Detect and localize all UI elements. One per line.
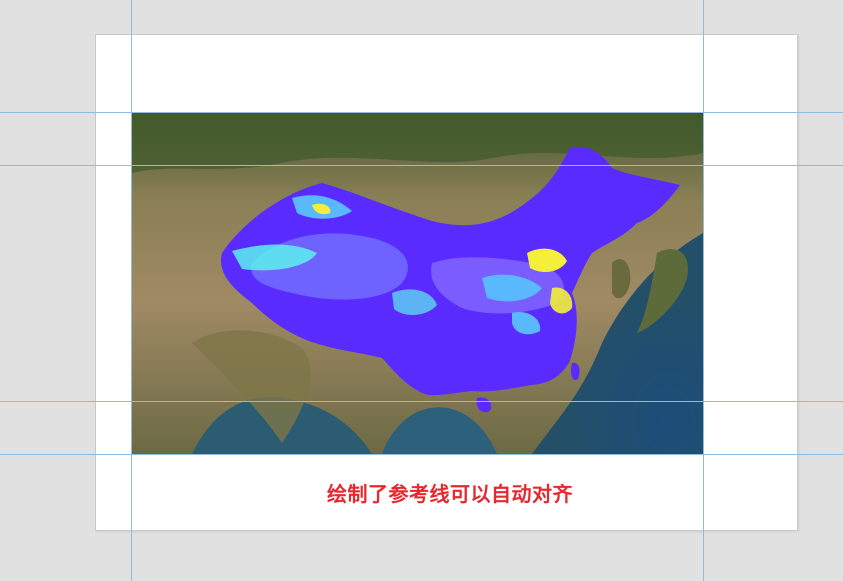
- vertical-guide-line[interactable]: [131, 0, 132, 581]
- horizontal-guide-line[interactable]: [0, 112, 843, 113]
- map-image: [132, 113, 703, 454]
- horizontal-guide-line[interactable]: [0, 401, 843, 402]
- map-frame[interactable]: [132, 113, 703, 454]
- horizontal-guide-line[interactable]: [0, 165, 843, 166]
- horizontal-guide-line[interactable]: [0, 454, 843, 455]
- caption-text: 绘制了参考线可以自动对齐: [327, 482, 573, 506]
- vertical-guide-line[interactable]: [703, 0, 704, 581]
